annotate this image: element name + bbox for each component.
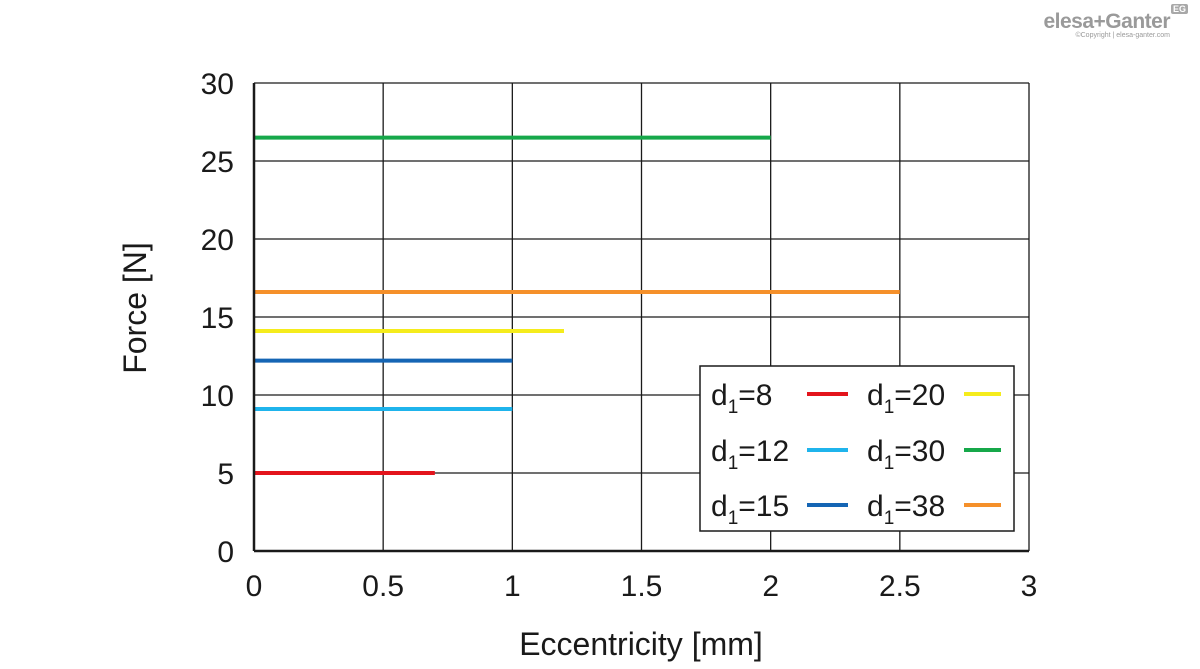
x-tick-label: 3	[1021, 570, 1038, 603]
y-tick-labels: 0 5 10 15 20 25 30	[201, 68, 234, 569]
plot-frame	[252, 83, 1029, 553]
y-tick-label: 0	[217, 536, 234, 569]
brand-copyright: ©Copyright | elesa-ganter.com	[1075, 32, 1170, 39]
brand-logo: elesa+Ganter ©Copyright | elesa-ganter.c…	[1043, 4, 1188, 39]
y-tick-label: 25	[201, 146, 234, 179]
legend: d1=8 d1=12 d1=15 d1=20 d1=30 d1=38	[699, 365, 1015, 532]
x-tick-labels: 0 0.5 1 1.5 2 2.5 3	[246, 570, 1038, 603]
x-tick-label: 2.5	[879, 570, 921, 603]
x-axis-title: Eccentricity [mm]	[519, 626, 763, 662]
brand-logo-text: elesa+Ganter	[1043, 10, 1170, 33]
legend-box	[699, 365, 1015, 532]
legend-label: d1=8	[711, 379, 772, 418]
y-tick-label: 5	[217, 458, 234, 491]
legend-label: d1=15	[711, 490, 789, 529]
y-tick-label: 30	[201, 68, 234, 101]
y-axis-title: Force [N]	[117, 242, 153, 374]
y-tick-label: 15	[201, 302, 234, 335]
x-tick-label: 0.5	[362, 570, 404, 603]
x-tick-label: 2	[762, 570, 779, 603]
series-lines	[254, 135, 900, 475]
x-tick-label: 1	[504, 570, 521, 603]
brand-badge: EG	[1170, 4, 1188, 14]
y-tick-label: 10	[201, 380, 234, 413]
y-tick-label: 20	[201, 224, 234, 257]
x-tick-label: 1.5	[621, 570, 663, 603]
legend-label: d1=30	[867, 435, 945, 474]
legend-label: d1=38	[867, 490, 945, 529]
legend-label: d1=12	[711, 435, 789, 474]
legend-label: d1=20	[867, 379, 945, 418]
x-tick-label: 0	[246, 570, 263, 603]
